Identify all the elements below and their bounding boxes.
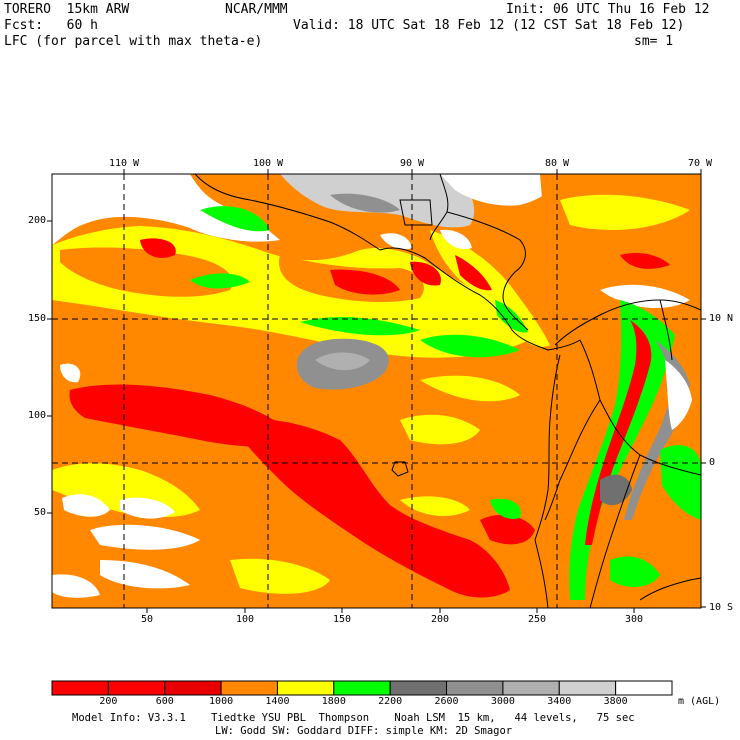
legend-swatch (558, 680, 617, 696)
legend-units: m (AGL) (678, 696, 721, 707)
lat-label-10s: 10 S (709, 602, 734, 613)
lon-label-110w: 110 W (108, 158, 140, 169)
field-name: LFC (for parcel with max theta-e) (4, 34, 263, 49)
legend-swatch (615, 680, 673, 696)
legend-level-label: 1400 (265, 696, 290, 707)
legend-level-label: 3400 (547, 696, 572, 707)
legend-level-label: 3800 (603, 696, 628, 707)
legend-swatch (220, 680, 278, 696)
galapagos-islands (391, 461, 409, 477)
lon-label-100w: 100 W (252, 158, 284, 169)
legend-swatch (333, 680, 391, 696)
legend-level-label: 1000 (209, 696, 234, 707)
forecast-hour: Fcst: 60 h (4, 18, 98, 33)
lat-label-10n: 10 N (709, 313, 734, 324)
coastlines (194, 174, 701, 608)
center-name: NCAR/MMM (225, 2, 288, 17)
legend-level-label: 2600 (434, 696, 459, 707)
grid-x-150: 150 (332, 614, 352, 625)
lon-label-80w: 80 W (544, 158, 570, 169)
lat-label-0: 0 (709, 457, 716, 468)
field-andes-green (569, 300, 675, 600)
valid-time: Valid: 18 UTC Sat 18 Feb 12 (12 CST Sat … (293, 18, 685, 33)
lon-label-90w: 90 W (399, 158, 425, 169)
legend-swatch (164, 680, 222, 696)
legend-swatch (276, 680, 335, 696)
grid-x-300: 300 (624, 614, 644, 625)
physics-info: LW: Godd SW: Goddard DIFF: simple KM: 2D… (215, 725, 513, 737)
legend-level-label: 200 (99, 696, 118, 707)
top-right-ticks (123, 169, 706, 608)
lfc-field (52, 174, 701, 608)
grid-y-150: 150 (27, 313, 46, 324)
grid-x-200: 200 (430, 614, 450, 625)
legend-swatch (389, 680, 448, 696)
init-time: Init: 06 UTC Thu 16 Feb 12 (506, 2, 710, 17)
legend-level-label: 600 (155, 696, 174, 707)
graticule (52, 174, 701, 608)
model-info: Model Info: V3.3.1 Tiedtke YSU PBL Thomp… (72, 712, 635, 724)
lon-label-70w: 70 W (687, 158, 713, 169)
grid-y-100: 100 (27, 410, 46, 421)
legend-swatch (51, 680, 109, 696)
model-title: TORERO 15km ARW (4, 2, 130, 17)
smoothing-value: sm= 1 (634, 34, 674, 49)
field-red-central (230, 418, 510, 598)
bottom-ticks (146, 608, 635, 613)
grid-x-100: 100 (235, 614, 255, 625)
legend-level-label: 3000 (490, 696, 515, 707)
legend-colorbar (51, 680, 673, 696)
legend-swatch (107, 680, 166, 696)
grid-x-250: 250 (527, 614, 547, 625)
legend-swatch (502, 680, 560, 696)
grid-y-50: 50 (33, 507, 46, 518)
grid-x-50: 50 (140, 614, 154, 625)
left-ticks (47, 220, 52, 514)
legend-swatch (446, 680, 504, 696)
grid-y-200: 200 (27, 215, 46, 226)
field-white-sw (62, 494, 110, 517)
field-white-nw (52, 174, 280, 245)
plot-frame (51, 173, 702, 609)
legend-level-label: 1800 (321, 696, 346, 707)
legend-level-label: 2200 (378, 696, 403, 707)
